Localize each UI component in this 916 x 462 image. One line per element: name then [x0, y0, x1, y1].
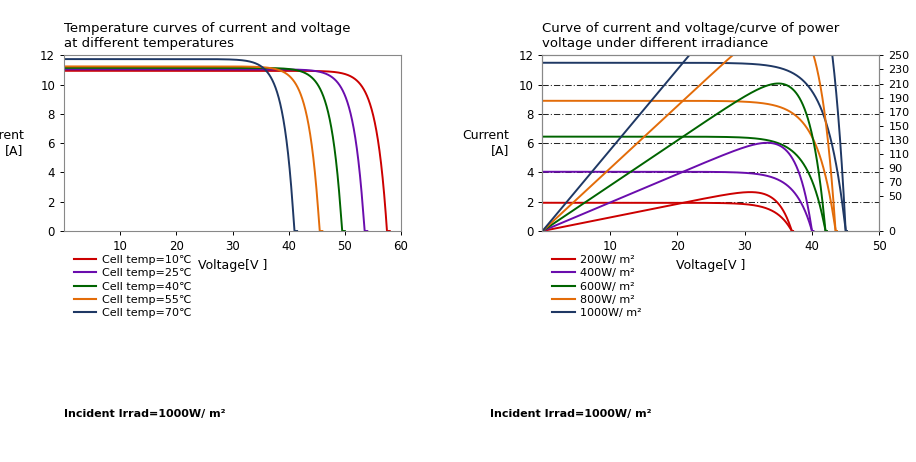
X-axis label: Voltage[V ]: Voltage[V ] [198, 259, 267, 272]
Y-axis label: Current
[A]: Current [A] [0, 129, 24, 157]
Text: Incident Irrad=1000W/ m²: Incident Irrad=1000W/ m² [490, 409, 651, 419]
Text: Curve of current and voltage/curve of power
voltage under different irradiance: Curve of current and voltage/curve of po… [542, 22, 840, 50]
Y-axis label: Current
[A]: Current [A] [462, 129, 508, 157]
X-axis label: Voltage[V ]: Voltage[V ] [676, 259, 746, 272]
Legend: 200W/ m², 400W/ m², 600W/ m², 800W/ m², 1000W/ m²: 200W/ m², 400W/ m², 600W/ m², 800W/ m², … [548, 250, 647, 323]
Legend: Cell temp=10℃, Cell temp=25℃, Cell temp=40℃, Cell temp=55℃, Cell temp=70℃: Cell temp=10℃, Cell temp=25℃, Cell temp=… [70, 250, 196, 323]
Text: Incident Irrad=1000W/ m²: Incident Irrad=1000W/ m² [64, 409, 225, 419]
Text: Temperature curves of current and voltage
at different temperatures: Temperature curves of current and voltag… [64, 22, 351, 50]
